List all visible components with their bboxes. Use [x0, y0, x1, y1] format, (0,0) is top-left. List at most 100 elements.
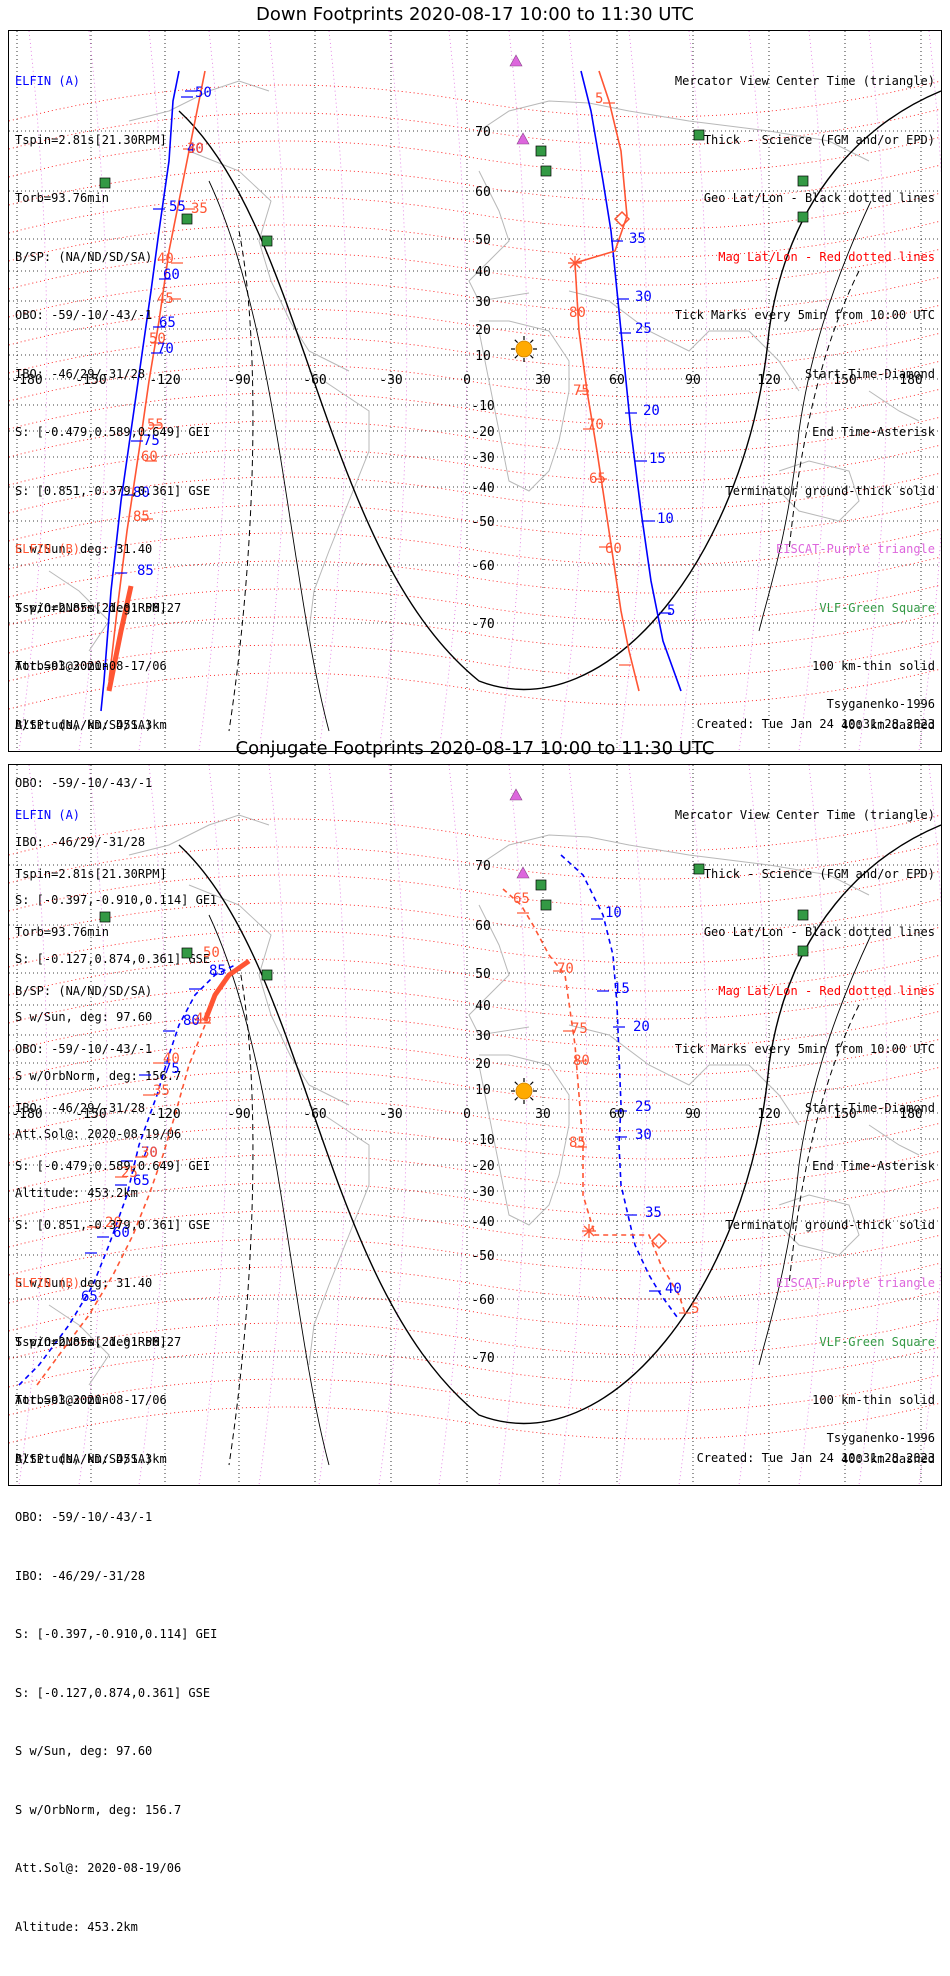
lat-tick-label: 40: [475, 265, 491, 280]
vlf-square-icon: [540, 899, 552, 911]
legend-item: Start Time-Diamond: [804, 1100, 935, 1115]
vlf-square-icon: [181, 947, 193, 959]
elfin-a-title: ELFIN (A): [15, 74, 81, 88]
mag-parallel: [9, 500, 941, 542]
mag-meridian: [198, 765, 228, 1485]
mag-meridian: [198, 31, 228, 751]
elfin-b-track-west: [36, 1024, 206, 1386]
elfin-b-line: S: [-0.127,0.874,0.361] GSE: [15, 951, 211, 966]
terminator-lines: [178, 90, 941, 732]
coastline: [778, 1194, 860, 1256]
elfin-a-tick-label: 40: [665, 1281, 682, 1297]
vlf-square-icon: [540, 165, 552, 177]
mag-meridian: [678, 765, 708, 1485]
elfin-b-line: Att.Sol@: 2020-08-19/06: [15, 1861, 182, 1875]
legend-item: VLF-Green Square: [819, 1334, 935, 1349]
lon-tick-label: -150: [75, 373, 106, 388]
lat-tick-label: 70: [475, 859, 491, 874]
axis-tick-labels: -180 -150 -120 -90 -60 -30 0 30 60 90 120 150 180 70 6…: [11, 859, 922, 1366]
coastline: [868, 390, 920, 422]
lon-tick-label: 30: [535, 1107, 551, 1122]
coastline: [308, 1104, 370, 1366]
elfin-b-title: ELFIN (B): [15, 1276, 81, 1290]
coastline: [468, 170, 530, 302]
eiscat-triangle-icon: [509, 54, 523, 67]
vlf-square-icon: [99, 911, 111, 923]
end-asterisk-icon: [568, 256, 582, 270]
elfin-b-tick-label: 30: [187, 141, 204, 157]
elfin-b-line: OBO: -59/-10/-43/-1: [15, 1510, 153, 1524]
legend: Mercator View Center Time (triangle) Thi…: [675, 767, 935, 1508]
mag-meridian: [618, 765, 648, 1485]
coastlines: [48, 814, 920, 1386]
mag-meridian: [738, 31, 768, 751]
map-canvas: 5055606570758085403530252015105530354045…: [9, 31, 941, 751]
mag-parallel: [9, 1038, 941, 1080]
site-markers: [99, 54, 809, 362]
legend-item: Mag Lat/Lon - Red dotted lines: [718, 249, 935, 264]
mag-parallel: [9, 108, 941, 150]
lon-tick-label: -150: [75, 1107, 106, 1122]
elfin-b-science-segment: [202, 958, 251, 1022]
elfin-a-tick-label: 25: [635, 1099, 652, 1115]
elfin-b-line: S: [-0.397,-0.910,0.114] GEI: [15, 893, 218, 907]
mag-parallel: [9, 192, 941, 234]
mag-parallel: [9, 1262, 941, 1304]
mag-parallel: [9, 1122, 941, 1164]
mag-parallel: [9, 1402, 941, 1444]
elfin-b-line: Torb=93.30min: [15, 1393, 109, 1407]
elfin-b-info: ELFIN (B) Tspin=2.85s[21.01RPM] Torb=93.…: [15, 501, 217, 1242]
elfin-a-title: ELFIN (A): [15, 808, 81, 822]
mag-meridian: [378, 31, 408, 751]
line-100km: [758, 934, 872, 1366]
lon-tick-label: 120: [757, 1107, 780, 1122]
elfin-b-line: Altitude: 453.2km: [15, 1185, 138, 1200]
footprint-tracks: 5055606570758085403530252015105530354045…: [100, 70, 682, 712]
vlf-square-icon: [797, 175, 809, 187]
elfin-b-tick-label: 80: [569, 305, 586, 321]
mag-parallel: [9, 220, 941, 262]
legend-item: Terminator ground-thick solid: [725, 1217, 935, 1232]
line-400km: [228, 230, 254, 732]
elfin-b-track-west: [108, 70, 206, 682]
lon-tick-label: 150: [833, 373, 856, 388]
sun-ray: [529, 339, 534, 344]
coastline: [188, 150, 350, 372]
coastline: [478, 320, 570, 492]
elfin-a-tick-label: 70: [141, 1145, 158, 1161]
elfin-b-tick-label: 45: [157, 291, 174, 307]
elfin-a-tick-label: 50: [195, 85, 212, 101]
vlf-square-icon: [797, 211, 809, 223]
elfin-b-line: IBO: -46/29/-31/28: [15, 1568, 146, 1583]
mag-parallel: [9, 870, 941, 912]
elfin-a-line: B/SP: (NA/ND/SD/SA): [15, 249, 153, 264]
elfin-b-line: S: [-0.397,-0.910,0.114] GEI: [15, 1627, 218, 1641]
lat-tick-label: 20: [475, 323, 491, 338]
elfin-a-line: S w/Sun, deg: 31.40: [15, 1276, 153, 1290]
elfin-b-tick-label: 45: [195, 1011, 212, 1027]
legend-item: EISCAT-Purple triangle: [776, 542, 935, 556]
elfin-a-line: B/SP: (NA/ND/SD/SA): [15, 983, 153, 998]
mag-parallel: [9, 1346, 941, 1388]
eiscat-triangle-icon: [516, 866, 530, 879]
lat-tick-label: 10: [475, 349, 491, 364]
elfin-a-line: S: [0.851,-0.379,0.361] GSE: [15, 483, 211, 498]
elfin-b-science-segment: [106, 585, 134, 692]
asterisk-stroke: [569, 257, 581, 269]
elfin-a-track-west: [100, 70, 180, 712]
elfin-a-line: OBO: -59/-10/-43/-1: [15, 1042, 153, 1056]
elfin-a-tick-label: 80: [133, 485, 150, 501]
vlf-square-icon: [261, 969, 273, 981]
legend-item: Tick Marks every 5min from 10:00 UTC: [674, 308, 935, 322]
coastline: [48, 570, 110, 652]
lat-tick-label: -30: [471, 451, 494, 466]
elfin-a-line: S: [0.851,-0.379,0.361] GSE: [15, 1217, 211, 1232]
elfin-a-track-west: [18, 964, 236, 1386]
mag-meridian: [438, 765, 468, 1485]
model-label: Tsyganenko-1996: [826, 697, 935, 711]
elfin-b-tick-label: 85: [133, 509, 150, 525]
elfin-a-tick-label: 65: [133, 1173, 150, 1189]
line-100km: [208, 914, 330, 1466]
mag-parallel: [9, 360, 941, 402]
lon-tick-label: -120: [149, 373, 180, 388]
